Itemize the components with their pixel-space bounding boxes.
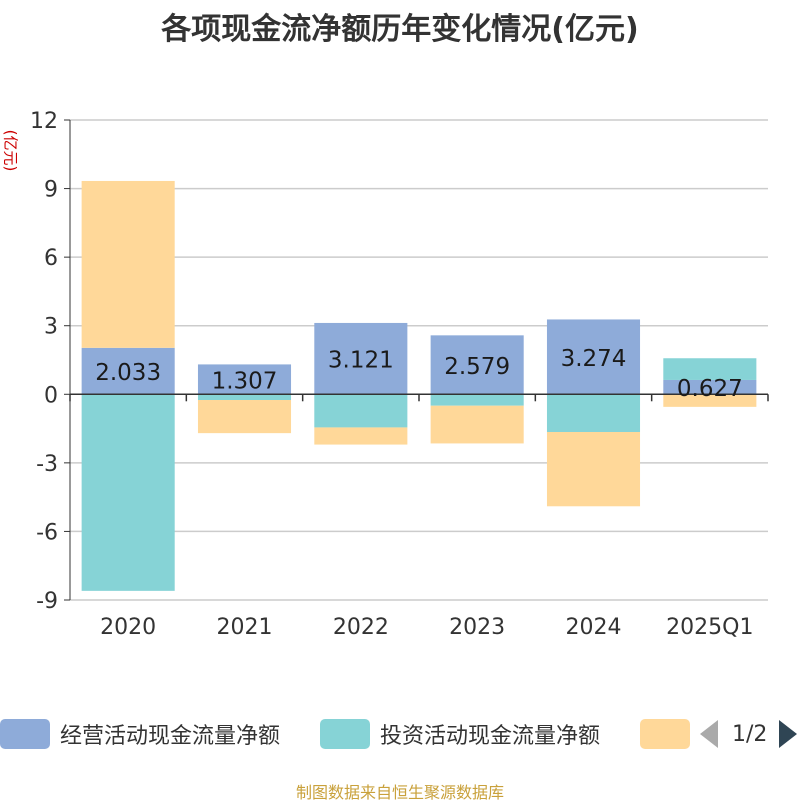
data-source: 制图数据来自恒生聚源数据库 [295,783,504,802]
data-label: 2.579 [444,354,510,380]
bar [663,379,757,395]
legend-swatch [0,719,50,749]
bar [546,432,641,507]
legend-label: 经营活动现金流量净额 [60,724,281,749]
y-tick-label: -6 [36,520,58,545]
y-tick-label: -9 [36,589,58,614]
y-tick-label: 6 [44,246,58,271]
x-tick-label: 2023 [449,615,505,640]
bar [197,400,292,434]
legend-item-financing[interactable] [640,716,690,752]
data-label: 0.627 [677,376,743,402]
data-label: 3.121 [328,348,394,374]
x-tick-label: 2024 [566,615,622,640]
y-tick-label: 3 [44,315,58,340]
bar [430,394,524,406]
y-tick-label: 12 [30,109,58,134]
y-tick-label: 9 [44,178,58,203]
data-label: 2.033 [95,360,161,386]
legend-item-investing[interactable]: 投资活动现金流量净额 [320,716,600,752]
prev-page-icon[interactable] [700,720,718,748]
bar [314,394,408,428]
x-tick-label: 2021 [217,615,273,640]
y-tick-label: 0 [44,383,58,408]
y-tick-label: -3 [36,452,58,477]
x-tick-label: 2022 [333,615,389,640]
bar [314,427,408,445]
bar [81,394,175,591]
legend-swatch [320,719,370,749]
bar [314,322,408,395]
x-tick-label: 2020 [100,615,156,640]
bar [663,394,757,407]
data-label: 1.307 [212,368,278,394]
bar [197,364,292,395]
bar-chart: -9 -6 -3 0 3 6 9 12 2020 2021 2022 2023 2024 2025Q1 2.… [30,109,769,640]
legend-page-indicator: 1/2 [732,721,768,747]
bar [663,358,757,380]
bar [430,335,524,395]
next-page-icon[interactable] [779,720,798,748]
data-label: 3.274 [561,346,627,372]
legend-pager: 1/2 [700,716,798,752]
bar [197,394,292,400]
legend-label: 投资活动现金流量净额 [380,724,601,749]
bar [546,394,641,432]
bar [81,180,175,348]
bar [430,405,524,444]
legend: 经营活动现金流量净额 投资活动现金流量净额 [0,716,800,756]
chart-title: 各项现金流净额历年变化情况(亿元) [161,12,639,47]
bar [546,319,641,395]
legend-swatch [640,719,690,749]
legend-item-operating[interactable]: 经营活动现金流量净额 [0,716,280,752]
bar [81,347,175,395]
x-tick-label: 2025Q1 [666,615,753,640]
